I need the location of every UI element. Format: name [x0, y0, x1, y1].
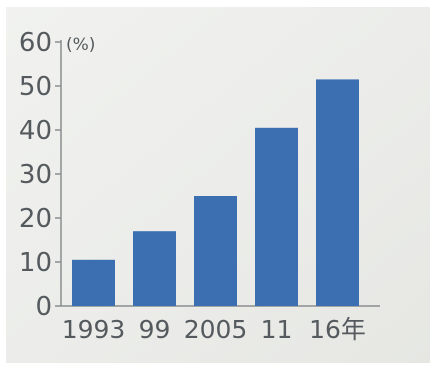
x-tick-label: 11	[261, 315, 293, 344]
x-tick-label: 2005	[184, 315, 248, 344]
x-tick-labels: 1993 99 2005 11 16年	[62, 315, 366, 344]
bar	[133, 231, 176, 306]
x-tick-label: 99	[139, 315, 171, 344]
y-tick-label: 50	[19, 72, 52, 102]
bar	[194, 196, 237, 306]
y-tick-label: 20	[19, 204, 52, 234]
x-tick-label: 16年	[309, 315, 366, 344]
y-axis-unit-label: (%)	[66, 35, 95, 55]
y-ticks: 0 10 20 30 40 50 60	[19, 28, 61, 322]
bars	[72, 79, 359, 307]
y-tick-label: 10	[19, 248, 52, 278]
chart-panel	[6, 7, 430, 363]
y-tick-label: 0	[35, 292, 52, 322]
y-tick-label: 60	[19, 28, 52, 58]
bar	[72, 259, 115, 306]
y-tick-label: 30	[19, 160, 52, 190]
bar	[316, 79, 359, 307]
x-tick-label: 1993	[62, 315, 126, 344]
bar	[255, 127, 298, 306]
y-tick-label: 40	[19, 116, 52, 146]
